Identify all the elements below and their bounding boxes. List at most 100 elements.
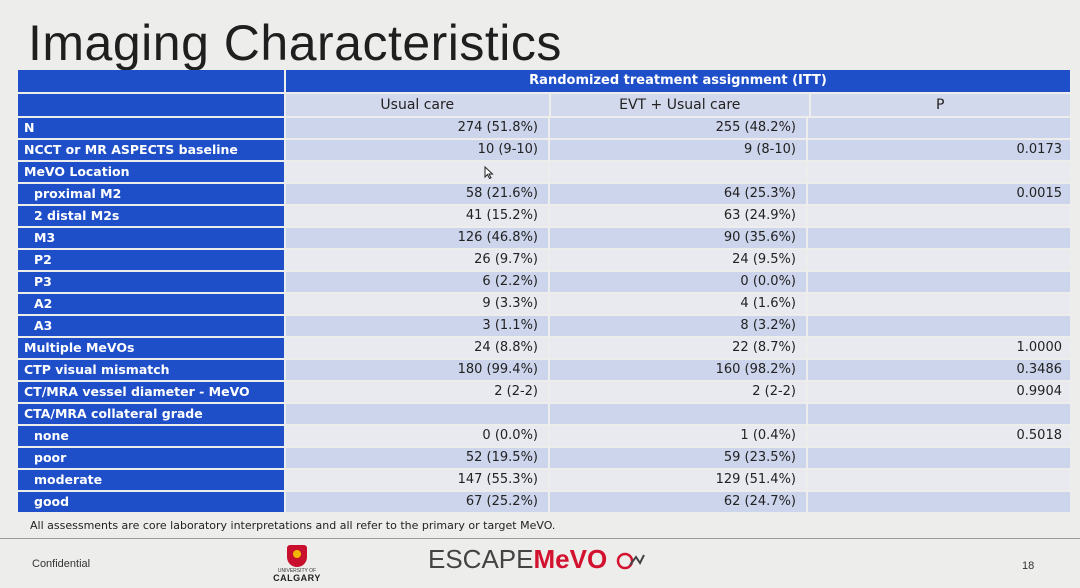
cell-evt-usual-care: 160 (98.2%) bbox=[550, 360, 806, 380]
cell-evt-usual-care: 90 (35.6%) bbox=[550, 228, 806, 248]
cell-usual-care: 67 (25.2%) bbox=[286, 492, 548, 512]
confidential-label: Confidential bbox=[32, 558, 91, 570]
table-row: poor 52 (19.5%) 59 (23.5%) bbox=[18, 448, 1070, 468]
cell-usual-care: 52 (19.5%) bbox=[286, 448, 548, 468]
table-row: good 67 (25.2%) 62 (24.7%) bbox=[18, 492, 1070, 512]
cell-p-value bbox=[808, 162, 1070, 182]
row-label: NCCT or MR ASPECTS baseline bbox=[18, 140, 284, 160]
cell-evt-usual-care: 62 (24.7%) bbox=[550, 492, 806, 512]
mouse-cursor-icon bbox=[484, 166, 494, 180]
row-label: M3 bbox=[18, 228, 284, 248]
cell-p-value: 1.0000 bbox=[808, 338, 1070, 358]
row-label: P3 bbox=[18, 272, 284, 292]
cell-usual-care: 2 (2-2) bbox=[286, 382, 548, 402]
footer-divider bbox=[0, 538, 1080, 539]
table-row: none 0 (0.0%) 1 (0.4%) 0.5018 bbox=[18, 426, 1070, 446]
cell-evt-usual-care: 1 (0.4%) bbox=[550, 426, 806, 446]
cell-usual-care: 0 (0.0%) bbox=[286, 426, 548, 446]
cell-usual-care: 58 (21.6%) bbox=[286, 184, 548, 204]
row-label: CTA/MRA collateral grade bbox=[18, 404, 284, 424]
cell-evt-usual-care bbox=[550, 162, 806, 182]
brain-vessel-icon bbox=[617, 552, 646, 570]
cell-p-value bbox=[808, 250, 1070, 270]
cell-p-value: 0.0015 bbox=[808, 184, 1070, 204]
table-row: CTP visual mismatch 180 (99.4%) 160 (98.2%… bbox=[18, 360, 1070, 380]
row-label: CT/MRA vessel diameter - MeVO bbox=[18, 382, 284, 402]
table-row: 2 distal M2s 41 (15.2%) 63 (24.9%) bbox=[18, 206, 1070, 226]
shield-icon bbox=[287, 545, 307, 567]
cell-evt-usual-care: 22 (8.7%) bbox=[550, 338, 806, 358]
table-row: P2 26 (9.7%) 24 (9.5%) bbox=[18, 250, 1070, 270]
cell-evt-usual-care: 8 (3.2%) bbox=[550, 316, 806, 336]
cell-evt-usual-care: 59 (23.5%) bbox=[550, 448, 806, 468]
escape-mevo-logo: ESCAPEMeVO bbox=[428, 544, 646, 575]
cell-usual-care bbox=[286, 404, 548, 424]
cell-usual-care: 24 (8.8%) bbox=[286, 338, 548, 358]
cell-usual-care: 3 (1.1%) bbox=[286, 316, 548, 336]
cell-evt-usual-care: 0 (0.0%) bbox=[550, 272, 806, 292]
row-label: good bbox=[18, 492, 284, 512]
brand-suffix: MeVO bbox=[533, 544, 608, 574]
row-label: A3 bbox=[18, 316, 284, 336]
table-row: N 274 (51.8%) 255 (48.2%) bbox=[18, 118, 1070, 138]
footnote: All assessments are core laboratory inte… bbox=[30, 519, 556, 532]
row-label: CTP visual mismatch bbox=[18, 360, 284, 380]
cell-usual-care: 6 (2.2%) bbox=[286, 272, 548, 292]
row-label: proximal M2 bbox=[18, 184, 284, 204]
table-body: N 274 (51.8%) 255 (48.2%) NCCT or MR ASPECT… bbox=[18, 118, 1070, 512]
table-row: moderate 147 (55.3%) 129 (51.4%) bbox=[18, 470, 1070, 490]
imaging-table: Randomized treatment assignment (ITT) Us… bbox=[18, 70, 1070, 514]
cell-p-value: 0.0173 bbox=[808, 140, 1070, 160]
brand-prefix: ESCAPE bbox=[428, 544, 534, 574]
table-row: CTA/MRA collateral grade bbox=[18, 404, 1070, 424]
slide-title: Imaging Characteristics bbox=[28, 15, 562, 71]
cell-usual-care bbox=[286, 162, 548, 182]
cell-evt-usual-care: 129 (51.4%) bbox=[550, 470, 806, 490]
table-column-header-row: Usual care EVT + Usual care P bbox=[18, 94, 1070, 116]
cell-p-value bbox=[808, 316, 1070, 336]
cell-evt-usual-care: 4 (1.6%) bbox=[550, 294, 806, 314]
table-group-header-row: Randomized treatment assignment (ITT) bbox=[18, 70, 1070, 92]
cell-usual-care: 10 (9-10) bbox=[286, 140, 548, 160]
cell-usual-care: 274 (51.8%) bbox=[286, 118, 548, 138]
cell-p-value: 0.5018 bbox=[808, 426, 1070, 446]
cell-evt-usual-care bbox=[550, 404, 806, 424]
cell-evt-usual-care: 9 (8-10) bbox=[550, 140, 806, 160]
cell-p-value bbox=[808, 294, 1070, 314]
cell-p-value bbox=[808, 448, 1070, 468]
table-row: A2 9 (3.3%) 4 (1.6%) bbox=[18, 294, 1070, 314]
cell-p-value bbox=[808, 492, 1070, 512]
cell-evt-usual-care: 63 (24.9%) bbox=[550, 206, 806, 226]
cell-usual-care: 9 (3.3%) bbox=[286, 294, 548, 314]
cell-usual-care: 180 (99.4%) bbox=[286, 360, 548, 380]
cell-p-value bbox=[808, 404, 1070, 424]
university-logo: UNIVERSITY OF CALGARY bbox=[262, 545, 332, 583]
university-name: CALGARY bbox=[273, 573, 321, 583]
row-label: N bbox=[18, 118, 284, 138]
row-label: P2 bbox=[18, 250, 284, 270]
group-header: Randomized treatment assignment (ITT) bbox=[286, 70, 1070, 92]
row-label: none bbox=[18, 426, 284, 446]
cell-p-value: 0.9904 bbox=[808, 382, 1070, 402]
cell-p-value bbox=[808, 272, 1070, 292]
table-row: M3 126 (46.8%) 90 (35.6%) bbox=[18, 228, 1070, 248]
university-of-text: UNIVERSITY OF bbox=[277, 568, 317, 574]
row-label: A2 bbox=[18, 294, 284, 314]
cell-p-value bbox=[808, 206, 1070, 226]
cell-p-value bbox=[808, 470, 1070, 490]
row-label: MeVO Location bbox=[18, 162, 284, 182]
row-label: poor bbox=[18, 448, 284, 468]
column-header-evt: EVT + Usual care bbox=[551, 94, 809, 116]
header-blank-cell bbox=[18, 70, 284, 92]
row-label: 2 distal M2s bbox=[18, 206, 284, 226]
row-label: moderate bbox=[18, 470, 284, 490]
cell-usual-care: 147 (55.3%) bbox=[286, 470, 548, 490]
table-row: A3 3 (1.1%) 8 (3.2%) bbox=[18, 316, 1070, 336]
header-blank-cell bbox=[18, 94, 284, 116]
table-row: P3 6 (2.2%) 0 (0.0%) bbox=[18, 272, 1070, 292]
column-header-p: P bbox=[810, 94, 1070, 116]
cell-evt-usual-care: 24 (9.5%) bbox=[550, 250, 806, 270]
cell-p-value: 0.3486 bbox=[808, 360, 1070, 380]
cell-usual-care: 41 (15.2%) bbox=[286, 206, 548, 226]
cell-p-value bbox=[808, 118, 1070, 138]
